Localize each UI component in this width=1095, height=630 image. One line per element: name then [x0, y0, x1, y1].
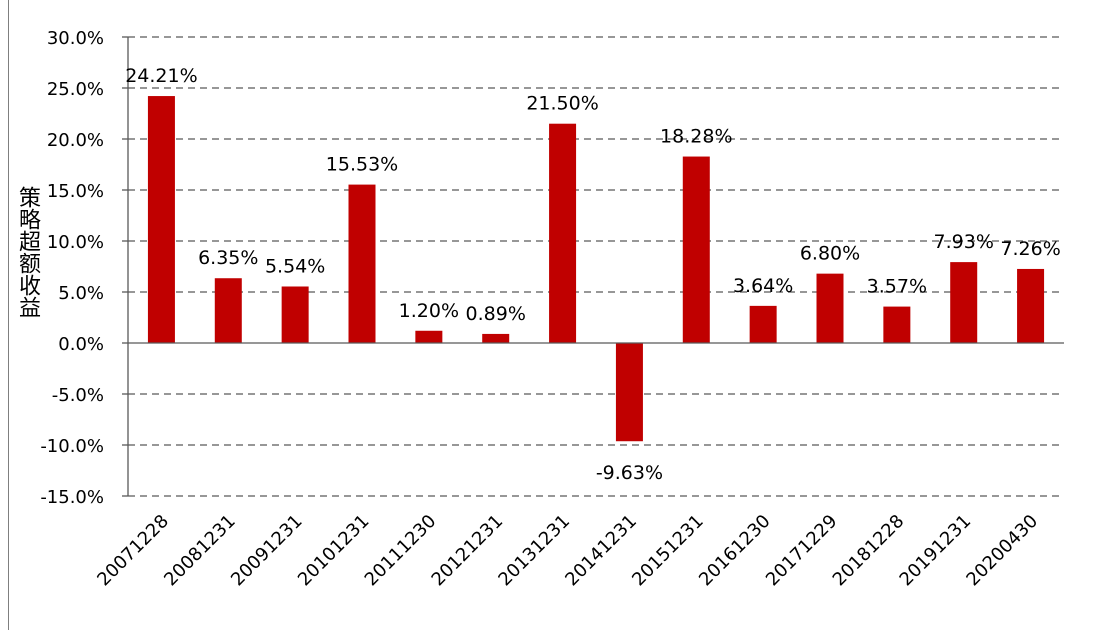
- bar-20200430: [1017, 268, 1045, 343]
- x-tick-label: 20101231: [294, 511, 374, 591]
- bar-20191231: [950, 262, 978, 343]
- bar-20111230: [415, 330, 443, 343]
- x-tick-label: 20141231: [561, 511, 641, 591]
- data-label: 6.80%: [800, 243, 860, 265]
- bar-20141231: [615, 343, 643, 442]
- bar-20161230: [749, 305, 777, 343]
- y-tick-label: -10.0%: [40, 436, 104, 457]
- data-label: 5.54%: [265, 255, 325, 277]
- x-tick-label: 20131231: [494, 511, 574, 591]
- x-tick-label: 20071228: [93, 511, 173, 591]
- bar-20171229: [816, 273, 844, 343]
- data-label: 7.93%: [934, 231, 994, 253]
- bar-20071228: [147, 96, 175, 343]
- x-tick-label: 20191231: [896, 511, 976, 591]
- x-tick-label: 20181228: [829, 511, 909, 591]
- data-label: -9.63%: [596, 462, 663, 484]
- x-tick-label: 20091231: [227, 511, 307, 591]
- data-label: 24.21%: [125, 65, 197, 87]
- data-label: 7.26%: [1000, 238, 1060, 260]
- x-tick-label: 20161230: [695, 511, 775, 591]
- x-tick-label: 20081231: [160, 511, 240, 591]
- y-tick-label: 10.0%: [47, 232, 104, 253]
- data-label: 6.35%: [198, 247, 258, 269]
- data-labels: 24.21% 6.35% 5.54% 15.53% 1.20% 0.89% 21.50% -9…: [125, 65, 1061, 484]
- y-tick-label: 0.0%: [58, 334, 104, 355]
- bar-20121231: [482, 333, 510, 343]
- data-label: 15.53%: [326, 154, 398, 176]
- bar-20081231: [214, 278, 242, 343]
- data-label: 18.28%: [660, 126, 732, 148]
- data-label: 3.64%: [733, 275, 793, 297]
- x-tick-label: 20121231: [428, 511, 508, 591]
- y-tick-label: 5.0%: [58, 283, 104, 304]
- bar-20091231: [281, 286, 309, 343]
- bar-20181228: [883, 306, 911, 343]
- chart-frame-edge: [8, 0, 9, 630]
- bars: [147, 96, 1045, 442]
- y-tick-labels: 30.0% 25.0% 20.0% 15.0% 10.0% 5.0% 0.0% -5.0% -1…: [40, 28, 104, 508]
- x-tick-label: 20200430: [962, 511, 1042, 591]
- axes: [122, 36, 1064, 497]
- y-tick-label: -5.0%: [52, 385, 104, 406]
- bar-20131231: [549, 123, 577, 343]
- x-tick-label: 20171229: [762, 511, 842, 591]
- data-label: 0.89%: [466, 303, 526, 325]
- y-tick-label: 20.0%: [47, 130, 104, 151]
- bar-20101231: [348, 184, 376, 343]
- x-tick-label: 20111230: [361, 511, 441, 591]
- data-label: 3.57%: [867, 276, 927, 298]
- bar-20151231: [682, 156, 710, 343]
- data-label: 1.20%: [399, 300, 459, 322]
- x-tick-label: 20151231: [628, 511, 708, 591]
- x-tick-labels: 2007122820081231200912312010123120111230…: [93, 511, 1042, 591]
- y-axis-title: 策略超额收益: [15, 186, 40, 318]
- y-tick-label: 25.0%: [47, 79, 104, 100]
- data-label: 21.50%: [526, 93, 598, 115]
- y-tick-label: -15.0%: [40, 487, 104, 508]
- y-tick-label: 15.0%: [47, 181, 104, 202]
- y-tick-label: 30.0%: [47, 28, 104, 49]
